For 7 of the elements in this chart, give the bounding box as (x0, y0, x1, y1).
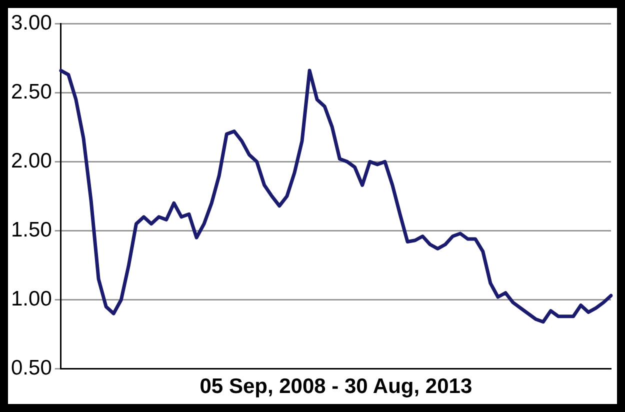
y-tick-label: 1.50 (10, 218, 52, 242)
y-tick-label: 1.00 (10, 288, 52, 311)
y-tick-label: 2.50 (10, 80, 52, 104)
x-axis-title: 05 Sep, 2008 - 30 Aug, 2013 (200, 375, 472, 398)
y-tick-label: 0.50 (10, 356, 52, 380)
y-tick-label: 2.00 (10, 149, 52, 172)
y-tick-label: 3.00 (10, 11, 52, 34)
